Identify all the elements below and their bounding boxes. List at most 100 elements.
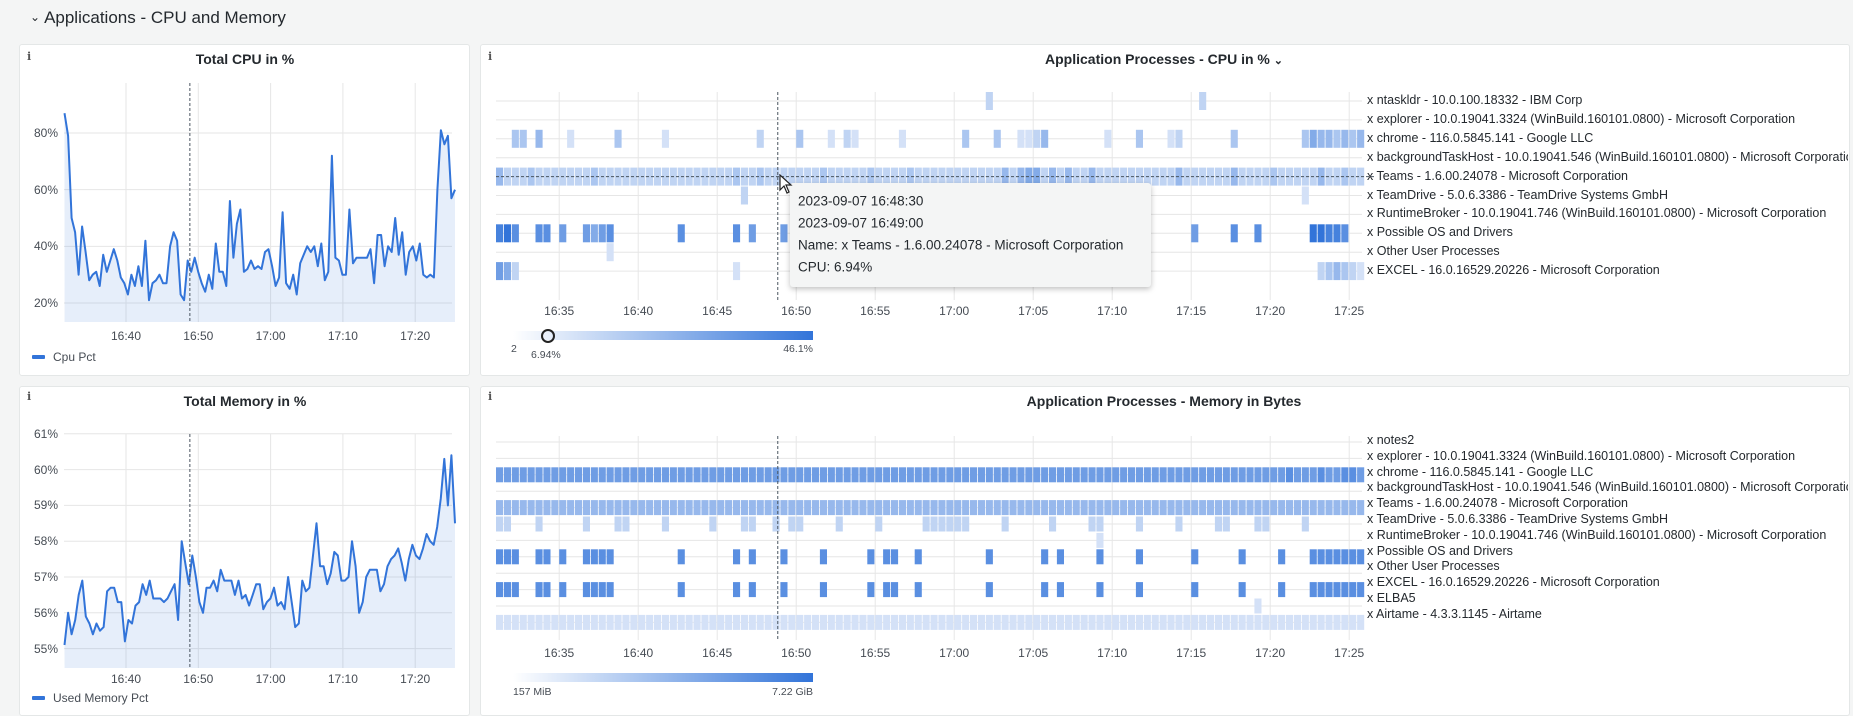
panel-title[interactable]: Total CPU in % — [195, 51, 295, 67]
legend-item[interactable]: x TeamDrive - 5.0.6.3386 - TeamDrive Sys… — [1367, 512, 1669, 526]
heatmap-cell — [985, 467, 993, 483]
info-icon[interactable]: i — [27, 390, 32, 403]
heatmap-cell — [756, 614, 764, 630]
x-tick-label: 16:45 — [702, 304, 733, 318]
legend-used-memory-pct[interactable]: Used Memory Pct — [32, 691, 148, 705]
x-tick-label: 16:45 — [702, 646, 733, 660]
heatmap-cell — [1262, 167, 1270, 186]
legend-item[interactable]: x explorer - 10.0.19041.3324 (WinBuild.1… — [1367, 448, 1796, 463]
heatmap-cell — [677, 500, 685, 516]
legend-item[interactable]: x backgroundTaskHost - 10.0.19041.546 (W… — [1367, 480, 1848, 495]
legend-item[interactable]: x Other User Processes — [1367, 244, 1500, 259]
heatmap-cell — [630, 467, 638, 483]
heatmap-cell — [1214, 500, 1222, 516]
legend-item[interactable]: x EXCEL - 16.0.16529.20226 - Microsoft C… — [1367, 575, 1660, 590]
heatmap-cell — [1286, 167, 1294, 186]
heatmap-cell — [1286, 467, 1294, 483]
heatmap-cell — [1301, 500, 1309, 516]
heatmap-cell — [748, 582, 756, 598]
heatmap-cell — [827, 614, 835, 630]
heatmap-cell — [1064, 467, 1072, 483]
heatmap-cell — [922, 516, 930, 532]
heatmap-cell — [1301, 186, 1309, 205]
heatmap-cell — [1214, 516, 1222, 532]
legend-item[interactable]: x RuntimeBroker - 10.0.19041.746 (WinBui… — [1367, 206, 1827, 221]
heatmap-cell — [1151, 467, 1159, 483]
heatmap-cell — [772, 467, 780, 483]
heatmap-cell — [496, 549, 504, 565]
legend-item[interactable]: x Other User Processes — [1367, 559, 1500, 574]
heatmap-cell — [661, 129, 669, 148]
legend-item[interactable]: x EXCEL - 16.0.16529.20226 - Microsoft C… — [1367, 263, 1660, 278]
legend-item[interactable]: x Teams - 1.6.00.24078 - Microsoft Corpo… — [1367, 496, 1629, 511]
heatmap-cell — [1128, 500, 1136, 516]
heatmap-cell — [1341, 467, 1349, 483]
heatmap-cell — [1301, 167, 1309, 186]
legend-cpu-pct[interactable]: Cpu Pct — [32, 350, 96, 364]
heatmap-cell — [1112, 500, 1120, 516]
panel-app-memory — [480, 386, 1850, 716]
heatmap-cell — [1309, 129, 1317, 148]
row-collapse-toggle[interactable]: ⌄ Applications - CPU and Memory — [30, 8, 286, 28]
legend-item[interactable]: x Possible OS and Drivers — [1367, 225, 1513, 240]
legend-item[interactable]: x TeamDrive - 5.0.6.3386 - TeamDrive Sys… — [1367, 187, 1669, 202]
legend-item[interactable]: x Teams - 1.6.00.24078 - Microsoft Corpo… — [1367, 168, 1629, 183]
heatmap-cell — [740, 186, 748, 205]
panel-title[interactable]: Total Memory in % — [183, 393, 307, 409]
heatmap-cell — [1341, 129, 1349, 148]
heatmap-cell — [1254, 598, 1262, 614]
legend-item[interactable]: x backgroundTaskHost - 10.0.19041.546 (W… — [1367, 149, 1848, 164]
heatmap-cell — [1143, 467, 1151, 483]
heatmap-cell — [1349, 549, 1357, 565]
scale-min-label: 2 — [511, 343, 517, 355]
heatmap-cell — [891, 614, 899, 630]
info-icon[interactable]: i — [27, 50, 32, 63]
legend-item[interactable]: x ELBA5 — [1367, 591, 1416, 605]
info-icon[interactable]: i — [488, 50, 493, 63]
heatmap-cell — [622, 467, 630, 483]
heatmap-cell — [843, 614, 851, 630]
heatmap-cell — [511, 614, 519, 630]
heatmap-cell — [1238, 549, 1246, 565]
heatmap-cell — [1309, 500, 1317, 516]
heatmap-cell — [1325, 167, 1333, 186]
heatmap-cell — [1143, 500, 1151, 516]
legend-item[interactable]: x Possible OS and Drivers — [1367, 543, 1513, 558]
heatmap-cell — [1120, 500, 1128, 516]
heatmap-cell — [1278, 500, 1286, 516]
heatmap-cell — [977, 500, 985, 516]
heatmap-cell — [503, 549, 511, 565]
heatmap-cell — [1333, 549, 1341, 565]
legend-item[interactable]: x chrome - 116.0.5845.141 - Google LLC — [1367, 130, 1594, 145]
legend-item[interactable]: x explorer - 10.0.19041.3324 (WinBuild.1… — [1367, 111, 1796, 126]
heatmap-cell — [1317, 549, 1325, 565]
cpu-process-legend: x ntaskldr - 10.0.100.18332 - IBM Corp x … — [1367, 88, 1848, 288]
x-tick-label: 17:15 — [1176, 646, 1207, 660]
heatmap-cell — [1183, 614, 1191, 630]
panel-title[interactable]: Application Processes - Memory in Bytes — [1026, 393, 1302, 409]
y-tick-label: 61% — [33, 426, 58, 441]
heatmap-cell — [954, 500, 962, 516]
heatmap-cell — [606, 224, 614, 243]
heatmap-cell — [551, 614, 559, 630]
x-tick-label: 16:40 — [110, 329, 142, 343]
heatmap-cell — [1096, 582, 1104, 598]
legend-item[interactable]: x chrome - 116.0.5845.141 - Google LLC — [1367, 464, 1594, 479]
heatmap-cell — [1001, 614, 1009, 630]
legend-item[interactable]: x notes2 — [1367, 433, 1415, 447]
scale-min-label: 157 MiB — [513, 686, 552, 698]
heatmap-cell — [788, 467, 796, 483]
legend-item[interactable]: x Airtame - 4.3.3.1145 - Airtame — [1367, 606, 1542, 621]
heatmap-cell — [1104, 129, 1112, 148]
legend-item[interactable]: x ntaskldr - 10.0.100.18332 - IBM Corp — [1367, 93, 1583, 107]
y-tick-label: 20% — [33, 296, 58, 310]
panel-title-menu[interactable]: Application Processes - CPU in % ⌄ — [1045, 51, 1283, 67]
heatmap-cell — [898, 500, 906, 516]
info-icon[interactable]: i — [488, 390, 493, 403]
legend-item[interactable]: x RuntimeBroker - 10.0.19041.746 (WinBui… — [1367, 527, 1827, 542]
heatmap-cell — [1278, 467, 1286, 483]
heatmap-cell — [1301, 614, 1309, 630]
legend-swatch — [32, 696, 45, 700]
heatmap-cell — [1191, 500, 1199, 516]
heatmap-cell — [1025, 129, 1033, 148]
